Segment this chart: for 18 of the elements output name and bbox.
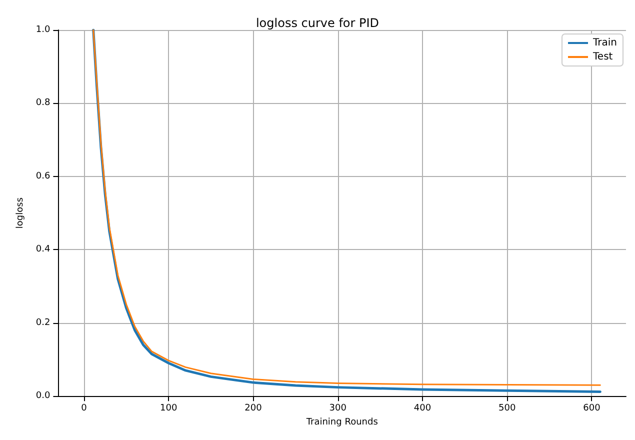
chart-title: logloss curve for PID bbox=[256, 16, 380, 30]
y-tick-label: 0.4 bbox=[36, 244, 50, 255]
y-tick-label: 0.0 bbox=[36, 391, 50, 402]
x-tick-label: 100 bbox=[160, 404, 178, 414]
x-axis-title: Training Rounds bbox=[305, 418, 378, 428]
y-tick-label: 0.2 bbox=[36, 318, 50, 328]
x-tick-label: 500 bbox=[498, 404, 516, 414]
legend-label: Test bbox=[592, 52, 613, 62]
x-tick-label: 300 bbox=[329, 404, 347, 414]
x-tick-label: 0 bbox=[81, 404, 88, 414]
legend-label: Train bbox=[592, 38, 618, 48]
y-tick-label: 0.8 bbox=[36, 98, 50, 108]
y-axis-title: logloss bbox=[16, 197, 26, 229]
x-tick-label: 600 bbox=[583, 404, 601, 414]
x-tick-label: 200 bbox=[244, 404, 262, 414]
y-tick-label: 1.0 bbox=[36, 25, 50, 35]
y-tick-label: 0.6 bbox=[36, 171, 50, 182]
x-tick-label: 400 bbox=[414, 404, 432, 414]
